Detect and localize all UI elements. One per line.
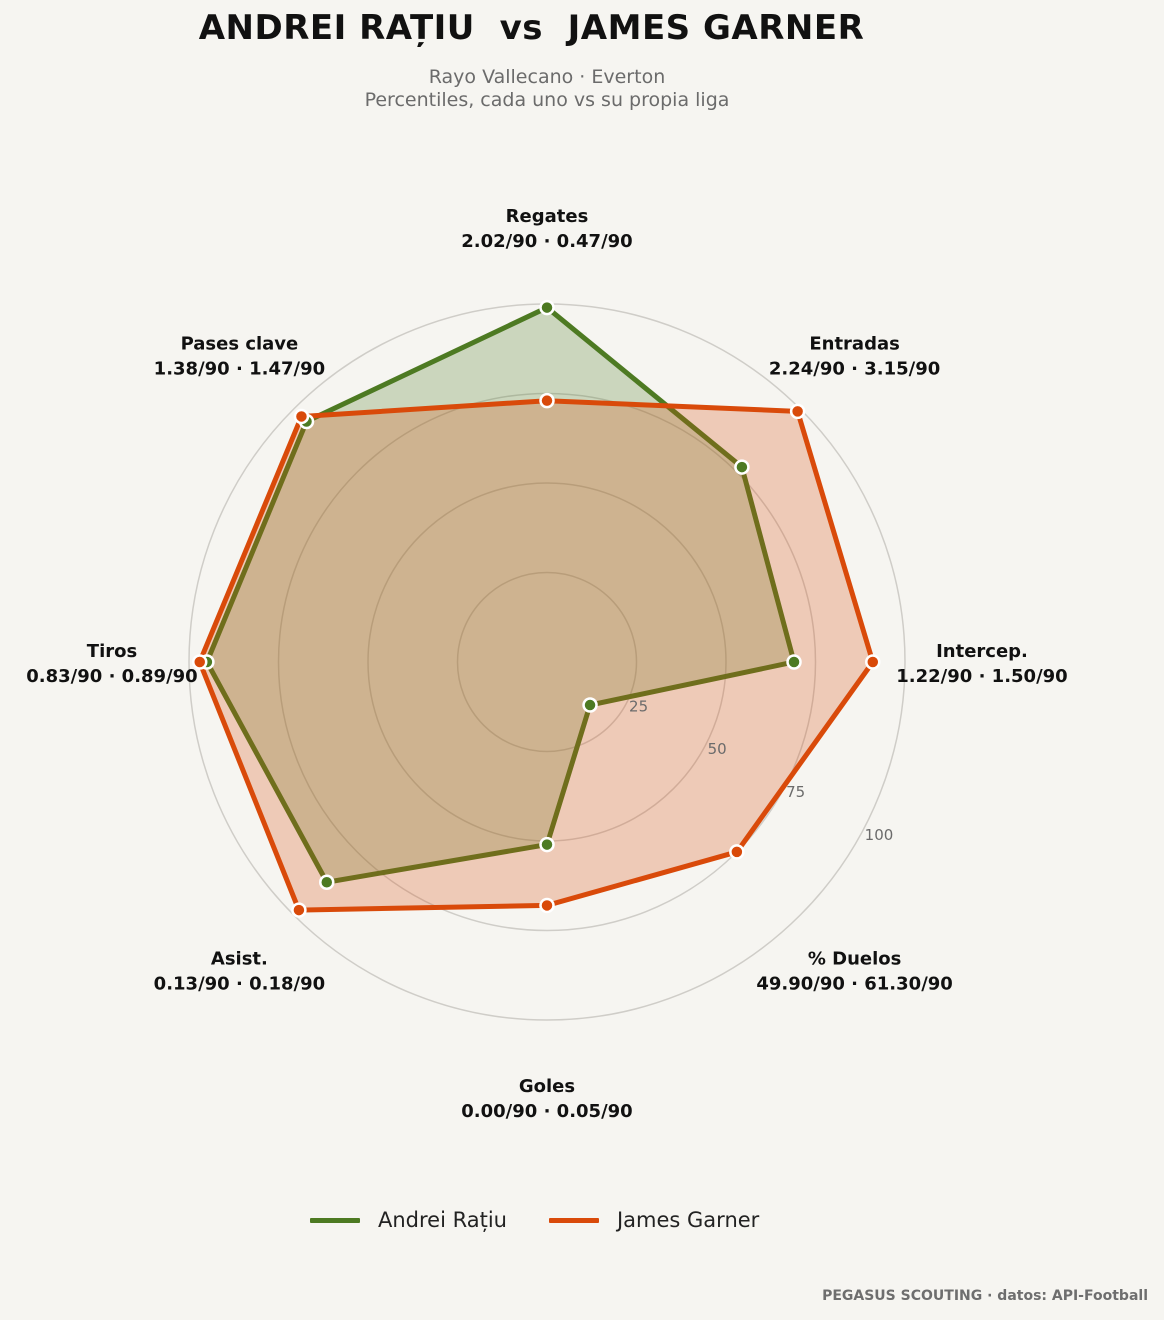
series-0-point-1 bbox=[734, 459, 750, 475]
axis-label-1: Entradas 2.24/90 · 3.15/90 bbox=[769, 333, 940, 379]
radar-axis-labels: Regates 2.02/90 · 0.47/90 Entradas 2.24/90 … bbox=[26, 206, 1067, 1122]
axis-values-7: 1.38/90 · 1.47/90 bbox=[154, 358, 325, 379]
axis-name-4: Goles bbox=[519, 1076, 575, 1097]
axis-values-3: 49.90/90 · 61.30/90 bbox=[756, 974, 953, 995]
series-1-point-5 bbox=[291, 902, 307, 918]
series-0-point-3 bbox=[582, 697, 598, 713]
series-1-point-3 bbox=[729, 844, 745, 860]
footer-credit: PEGASUS SCOUTING · datos: API-Football bbox=[822, 1288, 1148, 1304]
axis-label-5: Asist. 0.13/90 · 0.18/90 bbox=[154, 949, 325, 995]
axis-label-0: Regates 2.02/90 · 0.47/90 bbox=[461, 206, 632, 252]
legend-item-garner: James Garner bbox=[548, 1208, 760, 1232]
axis-label-4: Goles 0.00/90 · 0.05/90 bbox=[461, 1076, 632, 1122]
legend-item-ratiu: Andrei Rațiu bbox=[310, 1208, 507, 1232]
axis-values-1: 2.24/90 · 3.15/90 bbox=[769, 358, 940, 379]
series-0-point-2 bbox=[786, 654, 802, 670]
axis-values-0: 2.02/90 · 0.47/90 bbox=[461, 231, 632, 252]
axis-label-2: Intercep. 1.22/90 · 1.50/90 bbox=[896, 641, 1067, 687]
ring-tick-50: 50 bbox=[708, 740, 727, 758]
legend-label-garner: James Garner bbox=[616, 1208, 760, 1232]
grid-ring-25 bbox=[456, 571, 638, 753]
axis-name-7: Pases clave bbox=[181, 333, 299, 354]
ring-tick-75: 75 bbox=[786, 783, 805, 801]
radar-series: 25 50 75 100 bbox=[191, 299, 894, 918]
axis-name-2: Intercep. bbox=[936, 641, 1028, 662]
series-1-point-2 bbox=[865, 654, 881, 670]
axis-label-3: % Duelos 49.90/90 · 61.30/90 bbox=[756, 949, 953, 995]
axis-name-5: Asist. bbox=[211, 949, 268, 970]
legend: Andrei Rațiu James Garner bbox=[310, 1208, 801, 1232]
legend-label-ratiu: Andrei Rațiu bbox=[378, 1208, 507, 1232]
axis-label-6: Tiros 0.83/90 · 0.89/90 bbox=[26, 641, 197, 687]
axis-values-5: 0.13/90 · 0.18/90 bbox=[154, 974, 325, 995]
axis-name-3: % Duelos bbox=[808, 949, 902, 970]
axis-name-0: Regates bbox=[506, 206, 589, 227]
series-1-point-1 bbox=[789, 403, 806, 420]
ring-tick-100: 100 bbox=[865, 826, 894, 844]
series-1-point-0 bbox=[539, 392, 555, 409]
series-area-1 bbox=[197, 398, 876, 913]
series-1-point-6 bbox=[191, 654, 208, 670]
axis-values-2: 1.22/90 · 1.50/90 bbox=[896, 666, 1067, 687]
series-0-point-0 bbox=[539, 299, 555, 316]
chart-subtitle-teams: Rayo Vallecano · Everton bbox=[428, 66, 666, 88]
series-0-point-5 bbox=[319, 874, 335, 890]
series-1-point-4 bbox=[539, 897, 555, 914]
axis-values-4: 0.00/90 · 0.05/90 bbox=[461, 1101, 632, 1122]
series-0-point-4 bbox=[539, 836, 555, 853]
chart-title: ANDREI RAȚIU vs JAMES GARNER bbox=[198, 8, 865, 48]
series-1-point-7 bbox=[293, 408, 310, 425]
chart-subtitle-note: Percentiles, cada uno vs su propia liga bbox=[364, 89, 730, 111]
axis-name-6: Tiros bbox=[87, 641, 137, 662]
legend-swatch-garner bbox=[548, 1217, 599, 1223]
axis-name-1: Entradas bbox=[809, 333, 899, 354]
legend-swatch-ratiu bbox=[310, 1217, 360, 1223]
ring-tick-25: 25 bbox=[629, 697, 648, 715]
axis-label-7: Pases clave 1.38/90 · 1.47/90 bbox=[154, 333, 325, 379]
axis-values-6: 0.83/90 · 0.89/90 bbox=[26, 666, 197, 687]
